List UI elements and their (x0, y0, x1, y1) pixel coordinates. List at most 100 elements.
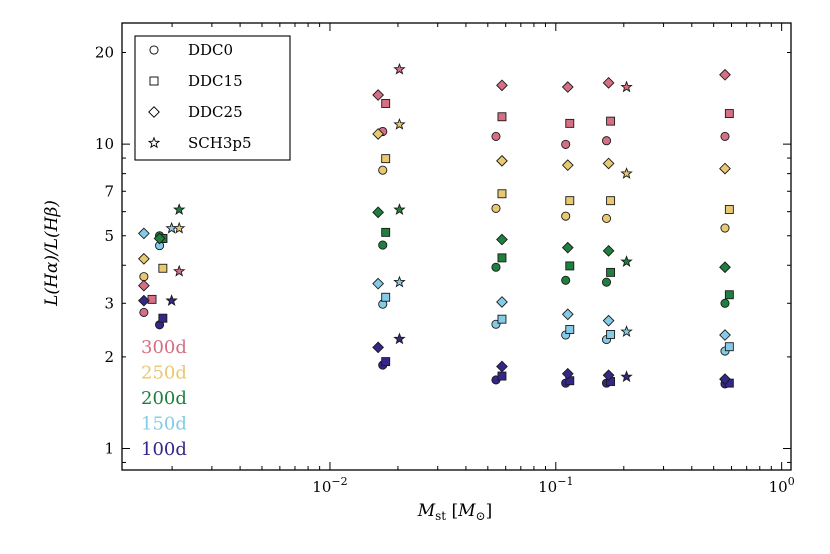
point-ddc15-100d-3 (497, 371, 507, 381)
legend-sch3p5-marker (147, 136, 161, 149)
point-ddc0-250d-4 (561, 211, 571, 221)
epoch-legend: 300d 250d 200d 150d 100d (141, 337, 187, 460)
point-ddc25-200d-3 (496, 233, 508, 246)
point-ddc0-250d-3 (491, 203, 501, 213)
point-ddc25-250d-1 (138, 252, 150, 265)
legend-ddc15-marker (149, 76, 159, 86)
point-ddc0-200d-6 (720, 298, 730, 308)
point-ddc0-300d-6 (720, 131, 730, 141)
point-sch3p5-300d-1 (172, 264, 186, 277)
point-ddc25-150d-5 (602, 314, 615, 327)
point-ddc0-250d-5 (601, 213, 612, 223)
point-ddc15-250d-6 (724, 205, 734, 214)
point-ddc15-250d-4 (565, 196, 575, 206)
x-tick-label: 10−2 (312, 475, 347, 496)
point-ddc25-250d-4 (561, 159, 574, 172)
point-ddc15-100d-2 (381, 357, 391, 367)
point-ddc25-150d-2 (372, 277, 385, 290)
point-ddc25-200d-1 (153, 232, 166, 245)
point-ddc15-150d-5 (606, 329, 616, 339)
point-ddc15-300d-6 (724, 109, 734, 119)
point-ddc0-300d-5 (601, 136, 612, 146)
point-ddc0-250d-1 (139, 272, 149, 282)
x-axis-label: Mst [M⊙] (417, 501, 493, 523)
data-marks (138, 62, 734, 389)
point-sch3p5-250d-2 (393, 117, 406, 130)
point-sch3p5-150d-3 (620, 325, 633, 337)
epoch-label-250d: 250d (141, 363, 187, 384)
point-ddc25-300d-5 (602, 76, 615, 89)
epoch-label-150d: 150d (141, 414, 187, 435)
point-ddc25-100d-2 (372, 341, 385, 354)
point-ddc15-200d-5 (606, 267, 616, 277)
point-sch3p5-200d-1 (172, 203, 186, 215)
point-sch3p5-250d-1 (172, 221, 186, 234)
point-ddc25-100d-6 (719, 373, 731, 386)
point-ddc15-150d-4 (565, 325, 575, 334)
point-ddc25-100d-3 (496, 360, 508, 373)
point-ddc25-250d-5 (602, 157, 615, 170)
x-tick-label: 100 (769, 475, 795, 496)
point-ddc25-100d-5 (602, 369, 615, 382)
point-ddc15-250d-3 (497, 189, 507, 199)
point-ddc25-300d-1 (138, 279, 150, 292)
point-ddc15-150d-6 (724, 342, 734, 352)
point-ddc25-250d-6 (719, 162, 731, 175)
point-ddc15-300d-5 (606, 116, 616, 126)
point-ddc25-300d-2 (372, 89, 385, 101)
point-ddc25-200d-6 (719, 261, 731, 274)
y-tick-label: 7 (104, 182, 114, 200)
point-ddc25-300d-6 (719, 68, 731, 81)
point-ddc25-200d-5 (602, 244, 615, 257)
point-ddc0-200d-3 (491, 262, 501, 272)
point-ddc0-200d-4 (561, 275, 571, 285)
legend-box (134, 35, 291, 161)
y-tick-label: 20 (95, 43, 114, 61)
y-tick-label: 10 (95, 135, 114, 153)
point-ddc25-100d-4 (561, 367, 574, 380)
point-ddc15-150d-2 (381, 292, 391, 302)
point-ddc25-150d-1 (138, 227, 150, 240)
point-ddc25-250d-2 (372, 128, 385, 140)
legend: DDC0 DDC15 DDC25 SCH3p5 (134, 35, 291, 161)
legend-ddc0-label: DDC0 (188, 41, 233, 59)
point-ddc15-200d-2 (381, 227, 391, 237)
point-sch3p5-250d-3 (620, 167, 633, 179)
point-ddc15-100d-1 (158, 313, 168, 323)
point-ddc15-300d-1 (147, 294, 157, 304)
legend-ddc15-label: DDC15 (188, 72, 243, 90)
point-ddc25-300d-3 (496, 79, 508, 92)
y-tick-label: 1 (104, 440, 114, 458)
point-ddc0-300d-3 (491, 131, 501, 141)
point-ddc15-250d-1 (158, 263, 168, 273)
point-ddc15-300d-3 (497, 112, 507, 122)
point-ddc25-100d-1 (138, 294, 150, 307)
y-tick-label: 3 (104, 294, 114, 312)
point-ddc25-150d-3 (496, 296, 508, 308)
point-ddc0-200d-2 (378, 240, 388, 250)
point-sch3p5-200d-3 (620, 255, 633, 267)
point-sch3p5-100d-1 (165, 294, 178, 306)
plot-frame (121, 22, 792, 471)
legend-ddc25-label: DDC25 (188, 103, 243, 121)
legend-ddc25-marker (148, 106, 160, 118)
point-ddc15-300d-4 (565, 118, 575, 128)
point-ddc15-250d-5 (606, 196, 616, 206)
y-tick-label: 5 (104, 227, 114, 245)
legend-sch3p5-label: SCH3p5 (188, 134, 252, 152)
point-ddc15-200d-4 (565, 261, 575, 271)
point-sch3p5-100d-3 (620, 370, 633, 383)
epoch-label-300d: 300d (141, 337, 187, 358)
point-ddc0-250d-2 (378, 165, 388, 175)
point-ddc15-200d-6 (724, 290, 734, 300)
point-sch3p5-300d-3 (620, 80, 633, 93)
point-ddc0-250d-6 (720, 223, 730, 233)
point-sch3p5-200d-2 (393, 203, 406, 215)
point-ddc15-300d-2 (381, 99, 391, 108)
legend-ddc0-marker (149, 45, 159, 55)
y-axis-label: L(Hα)/L(Hβ) (42, 200, 62, 307)
point-sch3p5-300d-2 (393, 62, 406, 75)
point-ddc0-300d-4 (561, 139, 571, 149)
